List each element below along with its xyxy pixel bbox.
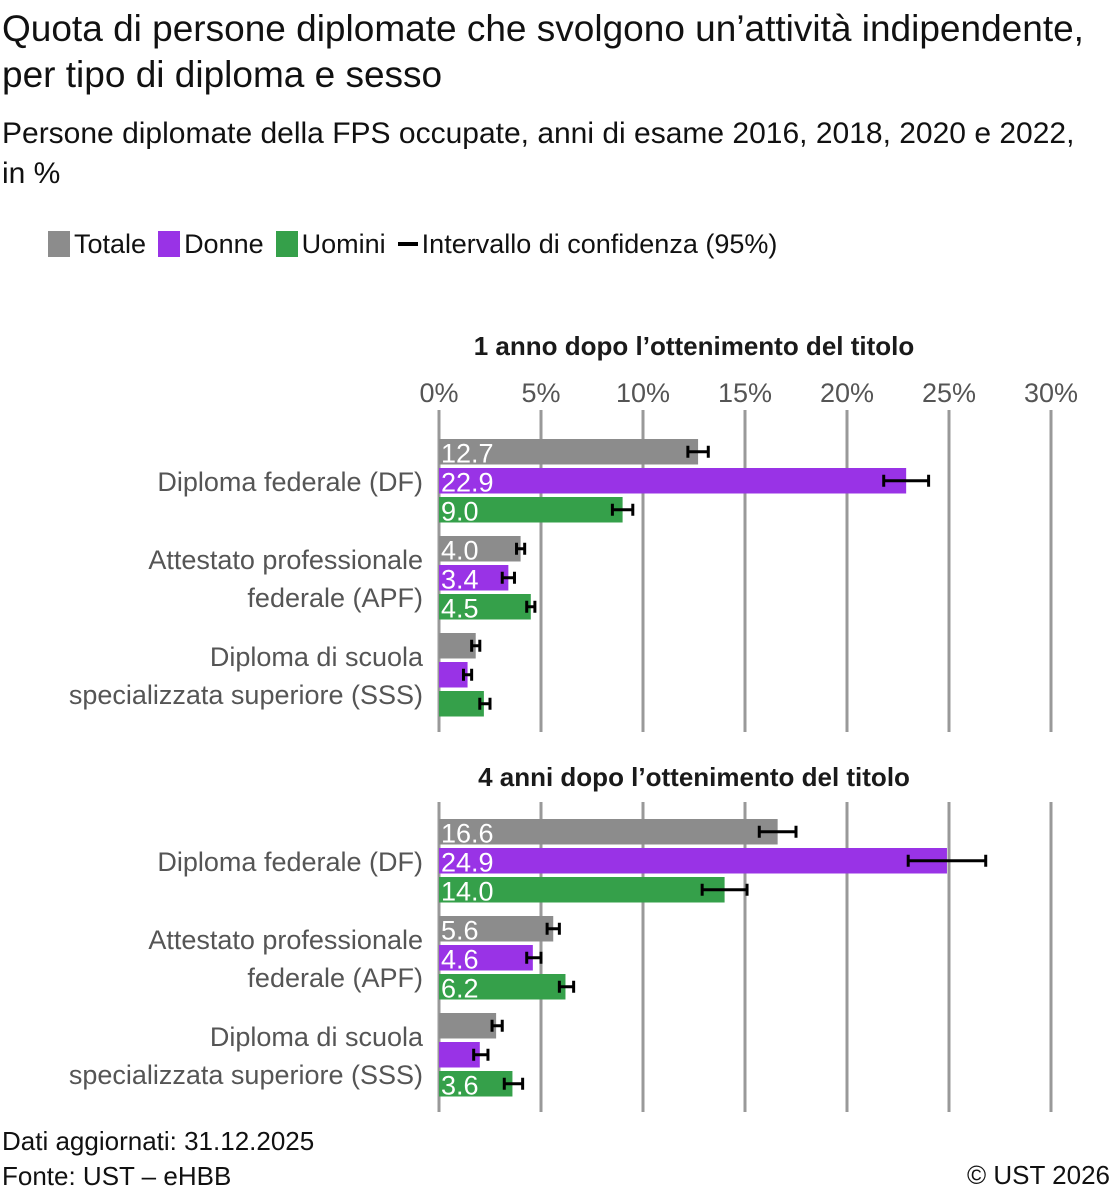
panel-2-bar-uomini: [439, 1071, 513, 1097]
panel-1-data-label-uomini: 4.5: [441, 594, 479, 624]
panel-2-bar-donne: [439, 848, 947, 874]
legend-item-uomini: Uomini: [275, 228, 386, 260]
chart-subtitle: Persone diplomate della FPS occupate, an…: [2, 117, 1075, 190]
panel-2-category-label: specializzata superiore (SSS): [69, 1060, 423, 1090]
panel-1-data-label-uomini: 9.0: [441, 497, 479, 527]
panel-1-data-label-totale: 4.0: [441, 536, 479, 566]
legend-label-uomini: Uomini: [301, 228, 386, 259]
panel-1-tick-label: 10%: [616, 378, 670, 408]
legend: Totale Donne Uomini Intervallo di confid…: [48, 226, 789, 262]
panel-2-bar-totale: [439, 819, 778, 845]
panel-1-category-label: specializzata superiore (SSS): [69, 680, 423, 710]
panel-1-bar-donne: [439, 565, 509, 591]
panel-2-data-label-uomini: 14.0: [441, 877, 494, 907]
legend-swatch-uomini: [275, 231, 298, 257]
panel-1-tick-label: 0%: [419, 378, 458, 408]
panel-2-bar-uomini: [439, 974, 566, 1000]
panel-1-tick-label: 30%: [1024, 378, 1078, 408]
panel-2-bar-uomini: [439, 877, 725, 903]
chart-title: Quota di persone diplomate che svolgono …: [2, 8, 1084, 95]
panel-2-category-label: Diploma di scuola: [210, 1022, 424, 1052]
footer-notes: Dati aggiornati: 31.12.2025 Fonte: UST –…: [2, 1124, 314, 1194]
panel-2-data-label-totale: 16.6: [441, 819, 494, 849]
panel-1-bar-totale: [439, 633, 476, 659]
panel-1-category-label: federale (APF): [247, 583, 423, 613]
panel-2-title: 4 anni dopo l’ottenimento del titolo: [478, 762, 910, 792]
panel-2-bar-totale: [439, 916, 554, 942]
panel-1-data-label-donne: 22.9: [441, 468, 494, 498]
panel-1-tick-label: 15%: [718, 378, 772, 408]
panel-1-bar-uomini: [439, 691, 484, 717]
panel-2-data-label-donne: 4.6: [441, 945, 479, 975]
panel-1-category-label: Diploma di scuola: [210, 642, 424, 672]
legend-item-totale: Totale: [48, 229, 146, 260]
legend-swatch-totale: [48, 231, 70, 257]
legend-label-ci: Intervallo di confidenza (95%): [421, 228, 778, 259]
panel-2-category-label: federale (APF): [247, 963, 423, 993]
panel-1-tick-label: 20%: [820, 378, 874, 408]
panel-2-category-label: Attestato professionale: [148, 925, 423, 955]
panel-1-bar-uomini: [439, 497, 623, 523]
panel-2-bar-totale: [439, 1013, 497, 1039]
panel-2-data-label-uomini: 3.6: [441, 1071, 479, 1101]
legend-label-donne: Donne: [184, 228, 264, 259]
panel-1-title: 1 anno dopo l’ottenimento del titolo: [474, 331, 915, 361]
footer-source: Fonte: UST – eHBB: [2, 1161, 232, 1191]
panel-1-bar-totale: [439, 439, 699, 465]
panel-1-bar-donne: [439, 468, 907, 494]
panel-2-bar-donne: [439, 945, 533, 971]
panel-2-data-label-uomini: 6.2: [441, 974, 479, 1004]
panel-1-bar-totale: [439, 536, 521, 562]
legend-swatch-donne: [158, 231, 181, 257]
panel-1-data-label-donne: 3.4: [441, 565, 479, 595]
legend-swatch-ci: [397, 242, 418, 246]
panel-1-tick-label: 5%: [521, 378, 560, 408]
footer-copyright: © UST 2026: [967, 1160, 1110, 1190]
panel-2-data-label-donne: 24.9: [441, 848, 494, 878]
panel-1-data-label-totale: 12.7: [441, 439, 494, 469]
panel-1-bar-uomini: [439, 594, 531, 620]
panel-2-category-label: Diploma federale (DF): [157, 847, 423, 877]
panel-1-category-label: Attestato professionale: [148, 545, 423, 575]
panel-1-category-label: Diploma federale (DF): [157, 467, 423, 497]
legend-label-totale: Totale: [74, 228, 147, 259]
legend-item-ci: Intervallo di confidenza (95%): [397, 228, 778, 260]
panel-2-data-label-totale: 5.6: [441, 916, 479, 946]
legend-item-donne: Donne: [158, 229, 264, 260]
panel-1-tick-label: 25%: [922, 378, 976, 408]
footer-updated: Dati aggiornati: 31.12.2025: [2, 1126, 315, 1156]
